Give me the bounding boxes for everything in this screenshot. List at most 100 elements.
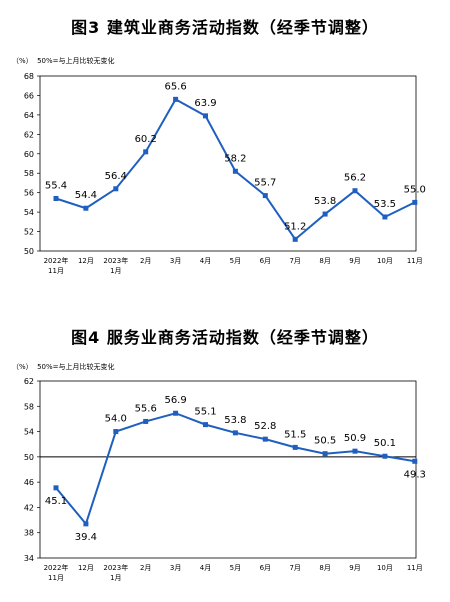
construction-chart-panel: 图3 建筑业商务活动指数（经季节调整） （%） 50%=与上月比较无变化 50 5… bbox=[0, 0, 450, 300]
y-tick-label: 54 bbox=[24, 428, 34, 437]
x-tick-label: 4月 bbox=[200, 257, 211, 265]
y-tick-label: 68 bbox=[24, 72, 34, 81]
y-tick-label: 58 bbox=[24, 169, 34, 178]
data-label: 58.2 bbox=[224, 153, 246, 164]
chart-note: （%） 50%=与上月比较无变化 bbox=[12, 363, 115, 371]
services-chart-svg: 34 38 42 46 50 54 58 62 2022年 11月 12月 2023年 1月 2月 3月 4月… bbox=[24, 377, 426, 582]
data-label: 50.9 bbox=[344, 433, 366, 444]
x-tick-label: 5月 bbox=[230, 257, 241, 265]
data-point bbox=[382, 453, 388, 459]
y-tick-label: 62 bbox=[24, 130, 34, 139]
data-point bbox=[262, 193, 268, 199]
data-label: 55.6 bbox=[135, 403, 157, 414]
x-tick-label: 3月 bbox=[170, 564, 181, 572]
data-label: 45.1 bbox=[45, 496, 67, 507]
x-tick-label: 10月 bbox=[377, 257, 393, 265]
x-tick-label: 7月 bbox=[289, 257, 300, 265]
data-point bbox=[83, 205, 89, 211]
x-tick-label: 4月 bbox=[200, 564, 211, 572]
data-label: 49.3 bbox=[404, 469, 426, 480]
y-tick-label: 46 bbox=[24, 478, 34, 487]
data-label: 55.4 bbox=[45, 181, 67, 192]
data-label: 50.5 bbox=[314, 436, 336, 447]
y-tick-label: 52 bbox=[24, 228, 34, 237]
x-tick-label: 11月 bbox=[407, 257, 423, 265]
data-point bbox=[352, 448, 358, 454]
chart-title: 图4 服务业商务活动指数（经季节调整） bbox=[71, 328, 379, 347]
x-tick-label: 2022年 11月 bbox=[44, 256, 69, 275]
x-tick-label: 2023年 1月 bbox=[103, 256, 128, 275]
x-tick-label: 12月 bbox=[78, 564, 94, 572]
x-tick-label: 3月 bbox=[170, 257, 181, 265]
data-point bbox=[352, 188, 358, 194]
y-tick-label: 58 bbox=[24, 402, 34, 411]
data-point bbox=[113, 186, 119, 192]
y-tick-label: 64 bbox=[24, 111, 34, 120]
data-point bbox=[143, 149, 149, 155]
data-point bbox=[53, 196, 59, 201]
y-tick-label: 56 bbox=[24, 189, 34, 198]
x-tick-label: 8月 bbox=[319, 257, 330, 265]
data-label: 39.4 bbox=[75, 532, 97, 543]
plot-frame bbox=[39, 380, 417, 559]
x-tick-label: 6月 bbox=[260, 257, 271, 265]
data-point bbox=[412, 458, 418, 464]
data-point bbox=[262, 436, 268, 442]
chart-note: （%） 50%=与上月比较无变化 bbox=[12, 57, 115, 65]
data-point bbox=[232, 168, 238, 174]
y-tick-label: 42 bbox=[24, 503, 34, 512]
y-tick-label: 62 bbox=[24, 377, 34, 386]
data-label: 54.4 bbox=[75, 190, 97, 201]
data-point bbox=[83, 521, 89, 527]
data-point bbox=[232, 430, 238, 436]
x-tick-label: 8月 bbox=[319, 564, 330, 572]
x-tick-label: 7月 bbox=[289, 564, 300, 572]
data-label: 53.5 bbox=[374, 199, 396, 210]
x-tick-label: 5月 bbox=[230, 564, 241, 572]
data-point bbox=[203, 113, 208, 119]
y-tick-label: 66 bbox=[24, 91, 34, 100]
data-point bbox=[292, 444, 298, 450]
data-label: 54.0 bbox=[105, 414, 127, 425]
series-line bbox=[55, 412, 415, 526]
data-label: 50.1 bbox=[374, 438, 396, 449]
data-point bbox=[322, 451, 328, 457]
data-point bbox=[382, 214, 388, 220]
data-point bbox=[173, 96, 179, 102]
y-tick-label: 54 bbox=[24, 208, 34, 217]
x-tick-label: 6月 bbox=[260, 564, 271, 572]
x-tick-label: 11月 bbox=[407, 564, 423, 572]
data-label: 65.6 bbox=[164, 81, 186, 92]
data-label: 60.2 bbox=[135, 134, 157, 145]
data-label: 63.9 bbox=[194, 98, 216, 109]
services-chart-panel: 图4 服务业商务活动指数（经季节调整） （%） 50%=与上月比较无变化 34 3… bbox=[0, 318, 450, 602]
construction-chart-svg: 50 52 54 56 58 60 62 64 66 68 2022年 11月 12月 2023年 1月 2月… bbox=[24, 72, 426, 275]
y-tick-label: 34 bbox=[24, 554, 34, 563]
data-label: 51.2 bbox=[284, 221, 306, 232]
x-tick-label: 2月 bbox=[140, 564, 151, 572]
data-point bbox=[203, 422, 208, 428]
data-label: 56.9 bbox=[164, 395, 186, 406]
data-label: 55.7 bbox=[254, 178, 276, 189]
x-tick-label: 9月 bbox=[349, 257, 360, 265]
x-tick-label: 2023年 1月 bbox=[103, 563, 128, 582]
data-label: 52.8 bbox=[254, 421, 276, 432]
x-tick-label: 10月 bbox=[377, 564, 393, 572]
x-tick-label: 2022年 11月 bbox=[44, 563, 69, 582]
data-label: 53.8 bbox=[314, 196, 336, 207]
chart-title: 图3 建筑业商务活动指数（经季节调整） bbox=[71, 18, 379, 37]
data-point bbox=[322, 211, 328, 217]
data-point bbox=[143, 418, 149, 424]
x-tick-label: 2月 bbox=[140, 257, 151, 265]
plot-frame bbox=[39, 75, 417, 252]
y-tick-label: 50 bbox=[24, 453, 34, 462]
data-label: 56.4 bbox=[105, 171, 127, 182]
x-tick-label: 12月 bbox=[78, 257, 94, 265]
data-label: 56.2 bbox=[344, 173, 366, 184]
y-tick-label: 60 bbox=[24, 150, 34, 159]
data-point bbox=[53, 485, 59, 491]
data-point bbox=[113, 429, 119, 435]
data-label: 51.5 bbox=[284, 429, 306, 440]
data-label: 53.8 bbox=[224, 415, 246, 426]
data-label: 55.1 bbox=[194, 407, 216, 418]
